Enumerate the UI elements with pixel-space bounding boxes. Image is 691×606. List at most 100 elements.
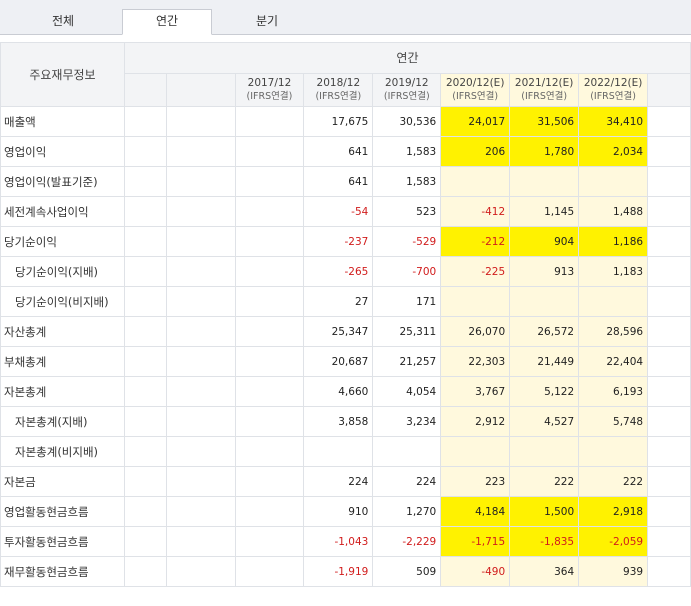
value-cell: 3,767	[440, 376, 511, 407]
value-cell	[234, 376, 305, 407]
year-label: 2021/12(E)	[514, 76, 574, 89]
empty-cell	[165, 496, 236, 527]
value-cell	[578, 436, 649, 467]
row-label: 당기순이익(지배)	[0, 256, 125, 287]
value-cell	[234, 496, 305, 527]
value-cell: 223	[440, 466, 511, 497]
spacer-header	[123, 72, 167, 108]
row-label: 자산총계	[0, 316, 125, 347]
empty-cell	[165, 226, 236, 257]
empty-cell	[165, 286, 236, 317]
empty-cell	[647, 466, 691, 497]
empty-cell	[123, 346, 167, 377]
value-cell: -2,059	[578, 526, 649, 557]
row-label: 자본금	[0, 466, 125, 497]
value-cell: 1,500	[509, 496, 580, 527]
spacer-header	[165, 72, 236, 108]
value-cell: 20,687	[303, 346, 374, 377]
value-cell	[509, 166, 580, 197]
value-cell: 31,506	[509, 106, 580, 137]
row-label: 당기순이익(비지배)	[0, 286, 125, 317]
empty-cell	[165, 316, 236, 347]
value-cell: 26,572	[509, 316, 580, 347]
value-cell: 913	[509, 256, 580, 287]
value-cell: -529	[372, 226, 442, 257]
empty-cell	[647, 136, 691, 167]
basis-label: (IFRS연결)	[452, 90, 499, 102]
value-cell: -237	[303, 226, 374, 257]
empty-cell	[647, 556, 691, 587]
value-cell: 1,583	[372, 136, 442, 167]
empty-cell	[123, 136, 167, 167]
value-cell: -412	[440, 196, 511, 227]
empty-cell	[165, 136, 236, 167]
empty-cell	[123, 106, 167, 137]
tab-all[interactable]: 전체	[51, 14, 75, 28]
row-label: 영업활동현금흐름	[0, 496, 125, 527]
value-cell	[372, 436, 442, 467]
value-cell	[509, 286, 580, 317]
table-row: 자본총계 4,660 4,054 3,767 5,122 6,193	[0, 376, 691, 407]
value-cell	[234, 556, 305, 587]
year-header: 2018/12 (IFRS연결)	[303, 72, 374, 108]
value-cell: 1,145	[509, 196, 580, 227]
empty-cell	[165, 166, 236, 197]
value-cell	[234, 316, 305, 347]
table-row: 세전계속사업이익 -54 523 -412 1,145 1,488	[0, 196, 691, 227]
empty-cell	[123, 256, 167, 287]
empty-cell	[165, 526, 236, 557]
empty-cell	[123, 196, 167, 227]
empty-cell	[123, 496, 167, 527]
value-cell	[234, 526, 305, 557]
table-row: 영업활동현금흐름 910 1,270 4,184 1,500 2,918	[0, 496, 691, 527]
empty-cell	[647, 436, 691, 467]
row-label: 세전계속사업이익	[0, 196, 125, 227]
value-cell	[234, 136, 305, 167]
value-cell	[234, 406, 305, 437]
value-cell: 2,918	[578, 496, 649, 527]
value-cell: 25,347	[303, 316, 374, 347]
empty-cell	[647, 316, 691, 347]
empty-cell	[165, 436, 236, 467]
value-cell: 910	[303, 496, 374, 527]
value-cell: 30,536	[372, 106, 442, 137]
empty-cell	[647, 226, 691, 257]
value-cell	[234, 166, 305, 197]
tab-quarterly[interactable]: 분기	[255, 14, 279, 28]
value-cell	[234, 346, 305, 377]
value-cell: 224	[372, 466, 442, 497]
basis-label: (IFRS연결)	[383, 90, 430, 102]
empty-cell	[647, 346, 691, 377]
value-cell: 2,912	[440, 406, 511, 437]
empty-cell	[123, 166, 167, 197]
table-row: 당기순이익 -237 -529 -212 904 1,186	[0, 226, 691, 257]
value-cell: 4,660	[303, 376, 374, 407]
value-cell: 3,234	[372, 406, 442, 437]
table-row: 당기순이익(지배) -265 -700 -225 913 1,183	[0, 256, 691, 287]
row-label: 매출액	[0, 106, 125, 137]
row-label: 영업이익(발표기준)	[0, 166, 125, 197]
empty-cell	[647, 526, 691, 557]
row-label: 자본총계	[0, 376, 125, 407]
row-label: 재무활동현금흐름	[0, 556, 125, 587]
value-cell	[234, 106, 305, 137]
value-cell: 1,270	[372, 496, 442, 527]
empty-cell	[165, 376, 236, 407]
empty-cell	[123, 556, 167, 587]
value-cell	[234, 256, 305, 287]
value-cell: -1,043	[303, 526, 374, 557]
row-label: 투자활동현금흐름	[0, 526, 125, 557]
empty-cell	[647, 106, 691, 137]
value-cell	[509, 436, 580, 467]
table-row: 영업이익(발표기준) 641 1,583	[0, 166, 691, 197]
empty-cell	[165, 466, 236, 497]
value-cell	[234, 196, 305, 227]
empty-cell	[647, 196, 691, 227]
tab-annual[interactable]: 연간	[122, 9, 212, 35]
value-cell: -700	[372, 256, 442, 287]
empty-cell	[123, 406, 167, 437]
basis-label: (IFRS연결)	[246, 90, 293, 102]
value-cell: 17,675	[303, 106, 374, 137]
year-header: 2022/12(E) (IFRS연결)	[578, 72, 649, 108]
value-cell: -490	[440, 556, 511, 587]
